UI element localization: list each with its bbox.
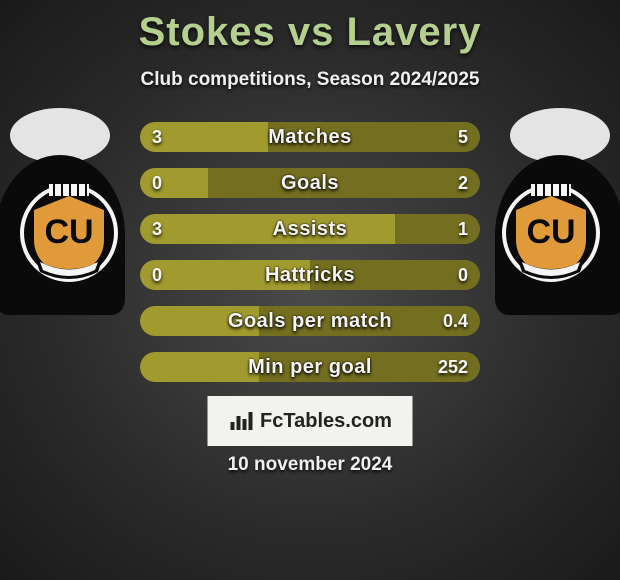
stat-label: Goals — [140, 168, 480, 198]
club-badge-left: CU — [14, 178, 124, 288]
svg-text:CU: CU — [526, 213, 575, 251]
stat-label: Hattricks — [140, 260, 480, 290]
footer-brand-text: FcTables.com — [260, 410, 392, 433]
stat-label: Goals per match — [140, 306, 480, 336]
stat-label: Assists — [140, 214, 480, 244]
club-badge-right: CU — [496, 178, 606, 288]
stat-row: 31Assists — [140, 214, 480, 244]
chart-icon — [228, 410, 254, 432]
stat-row: 35Matches — [140, 122, 480, 152]
stat-row: 00Hattricks — [140, 260, 480, 290]
stat-row: 252Min per goal — [140, 352, 480, 382]
stat-label: Min per goal — [140, 352, 480, 382]
svg-text:CU: CU — [44, 213, 93, 251]
footer-date: 10 november 2024 — [0, 454, 620, 476]
footer-brand-logo: FcTables.com — [208, 396, 413, 446]
stat-row: 02Goals — [140, 168, 480, 198]
page-title: Stokes vs Lavery — [0, 0, 620, 55]
subtitle: Club competitions, Season 2024/2025 — [0, 69, 620, 91]
stats-bars: 35Matches 02Goals 31Assists 00Hattricks 0.4G… — [140, 122, 480, 398]
stat-label: Matches — [140, 122, 480, 152]
stat-row: 0.4Goals per match — [140, 306, 480, 336]
